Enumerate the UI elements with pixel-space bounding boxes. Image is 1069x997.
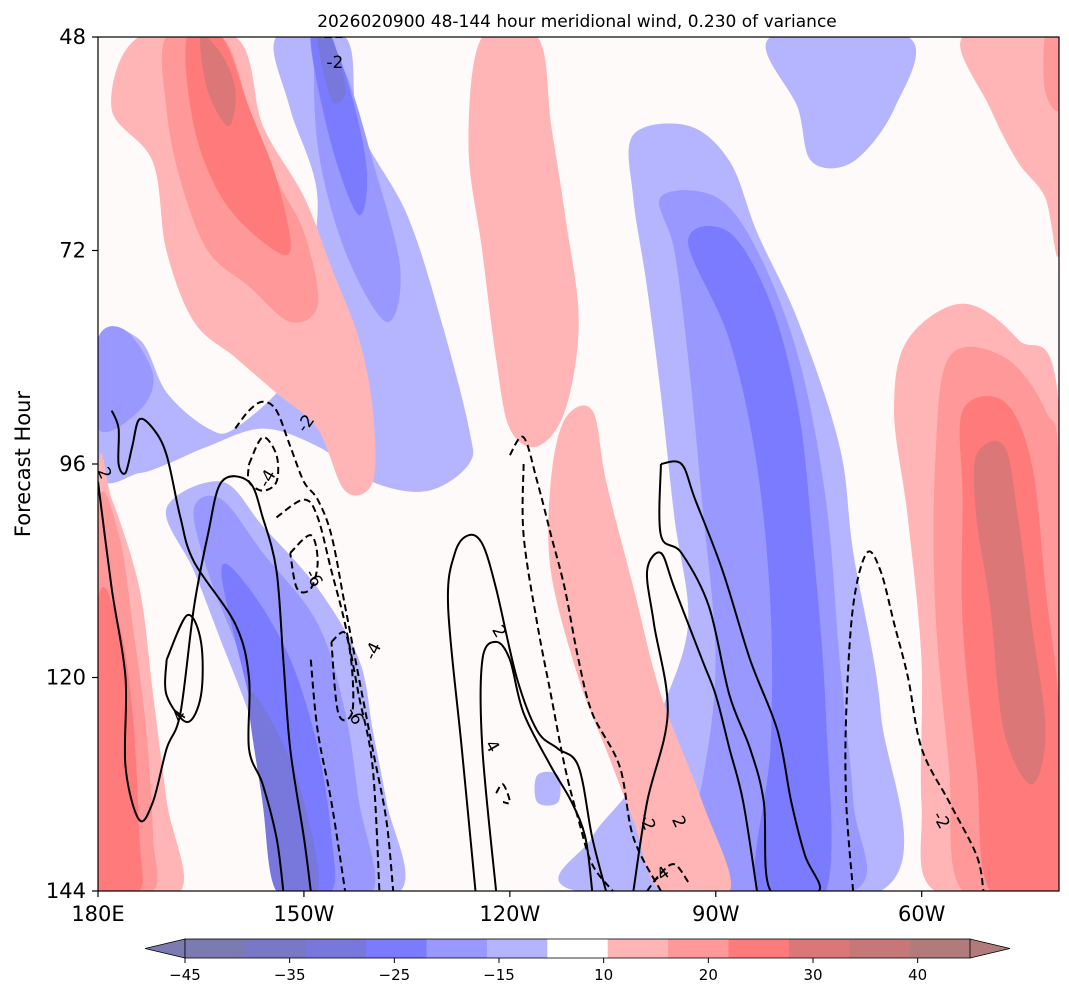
filled-contour-pos-band-5 xyxy=(960,37,1059,258)
colorbar-tick-label: −35 xyxy=(274,966,306,984)
colorbar-segment xyxy=(607,939,669,958)
filled-contours xyxy=(98,37,1059,891)
filled-contour-neg-band-9 xyxy=(98,326,154,433)
y-axis-label: Forecast Hour xyxy=(11,391,35,537)
x-axis: 180E 150W 120W 90W 60W xyxy=(71,891,946,926)
colorbar-tick-label: −25 xyxy=(379,966,411,984)
filled-contour-pos-band-10 xyxy=(1043,37,1059,112)
colorbar-segment xyxy=(728,939,790,958)
y-tick-label: 144 xyxy=(46,879,86,903)
colorbar-segment xyxy=(486,939,548,958)
y-tick-label: 120 xyxy=(46,666,86,690)
colorbar: −45 −35 −25 −15 10 20 30 40 xyxy=(144,938,1011,984)
colorbar-segment xyxy=(788,939,850,958)
contour-line-solid-2-d xyxy=(632,551,758,891)
filled-contour-neg-band-14 xyxy=(317,37,346,104)
contour-label: -2 xyxy=(326,53,343,73)
y-tick-label: 48 xyxy=(59,25,86,49)
contour-line-solid-2-a xyxy=(110,410,285,891)
contour-line-solid-2-c xyxy=(446,533,607,891)
colorbar-tick-label: 40 xyxy=(908,966,927,984)
contour-line-dash-2-a xyxy=(234,400,395,891)
colorbar-tick-label: 10 xyxy=(594,966,613,984)
x-tick-label: 120W xyxy=(479,902,540,926)
filled-contour-pos-band-2 xyxy=(468,37,579,448)
contour-line-solid-2-e xyxy=(658,460,822,891)
contour-label: -2 xyxy=(635,811,660,834)
colorbar-segment xyxy=(366,939,428,958)
colorbar-segment xyxy=(849,939,911,958)
filled-contour-pos-band-14 xyxy=(200,37,236,127)
contour-line-dash-4-a xyxy=(246,436,280,492)
contour-line-dash-6-b xyxy=(330,631,355,722)
filled-contour-pos-band-3 xyxy=(548,405,731,891)
x-tick-label: 90W xyxy=(692,902,740,926)
contour-line-dash-2-d xyxy=(844,550,985,891)
filled-contour-neg-band-10 xyxy=(310,37,368,216)
y-axis: 48 72 96 120 144 xyxy=(46,25,98,903)
y-tick-label: 72 xyxy=(59,239,86,263)
x-tick-label: 180E xyxy=(71,902,124,926)
colorbar-segment xyxy=(547,939,609,958)
contour-line-solid-2-b xyxy=(98,475,312,891)
colorbar-frame xyxy=(184,938,971,959)
contour-label: -4 xyxy=(361,639,386,663)
contour-line-solid-4-a xyxy=(164,613,204,723)
x-tick-label: 60W xyxy=(898,902,946,926)
contour-line-dash-4-c xyxy=(309,659,347,891)
x-tick-label: 150W xyxy=(273,902,334,926)
colorbar-segment xyxy=(668,939,729,958)
colorbar-tick-label: 30 xyxy=(803,966,822,984)
colorbar-segment xyxy=(426,939,488,958)
contour-line-dash-2-b xyxy=(509,435,662,891)
filled-contour-neg-band-4 xyxy=(765,37,917,169)
contour-lines xyxy=(98,37,985,891)
colorbar-segment xyxy=(245,939,307,958)
filled-contour-neg-band-13 xyxy=(248,692,319,891)
contour-line-dash-4-b xyxy=(275,498,381,891)
y-tick-label: 96 xyxy=(59,452,86,476)
contour-line-dash-2-c xyxy=(521,463,614,891)
chart-title: 2026020900 48-144 hour meridional wind, … xyxy=(317,12,837,32)
filled-contour-neg-band-12 xyxy=(688,226,832,891)
colorbar-segment xyxy=(185,939,246,958)
contour-line-dash-6-a xyxy=(289,534,319,594)
contour-line-dash-0-a xyxy=(495,783,511,805)
colorbar-segment xyxy=(909,939,971,958)
colorbar-tick-label: −15 xyxy=(483,966,515,984)
filled-contour-pos-band-15 xyxy=(973,441,1046,785)
colorbar-segment xyxy=(305,939,367,958)
colorbar-tick-label: 20 xyxy=(699,966,718,984)
colorbar-tick-label: −45 xyxy=(169,966,201,984)
filled-contour-neg-band-5 xyxy=(534,771,561,806)
